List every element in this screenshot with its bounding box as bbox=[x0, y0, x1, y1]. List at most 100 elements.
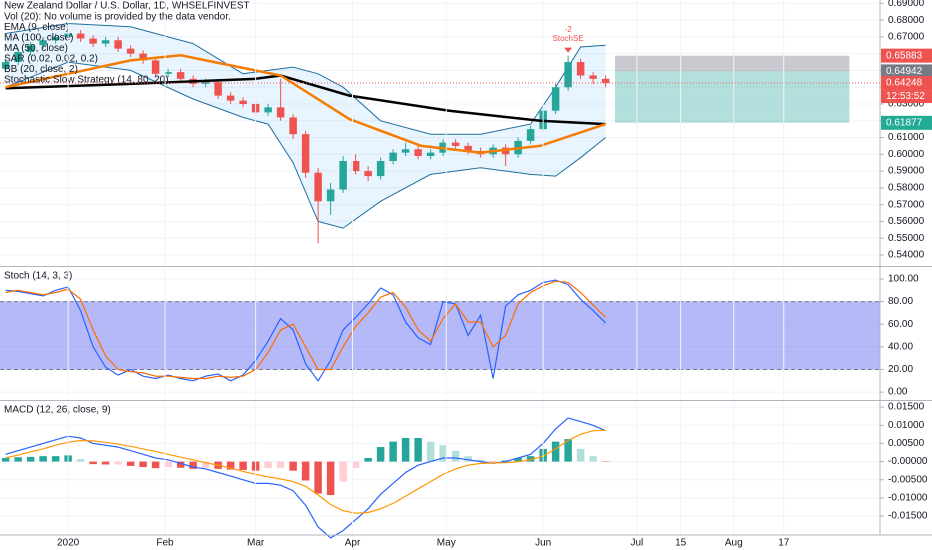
histogram-bar bbox=[89, 461, 97, 465]
y-tick-label: -0.00500 bbox=[888, 474, 928, 485]
candle-body bbox=[451, 142, 460, 146]
y-tick-label: 20.00 bbox=[888, 364, 913, 375]
histogram-bar bbox=[189, 461, 197, 469]
candle-body bbox=[201, 82, 210, 84]
countdown: 12:53:52 bbox=[886, 91, 925, 102]
histogram-bar bbox=[176, 461, 185, 468]
histogram-bar bbox=[51, 456, 60, 462]
x-tick-label: Feb bbox=[156, 538, 174, 549]
y-tick-label: 0.56000 bbox=[888, 216, 925, 227]
histogram-bar bbox=[14, 457, 22, 462]
x-tick-label: Mar bbox=[247, 538, 265, 549]
histogram-bar bbox=[326, 461, 335, 496]
price-label: 0.64942 bbox=[886, 66, 923, 77]
histogram-bar bbox=[114, 461, 122, 465]
y-tick-label: 80.00 bbox=[888, 296, 913, 307]
candle-body bbox=[114, 40, 122, 49]
moving-average bbox=[5, 54, 606, 154]
candle-body bbox=[276, 107, 285, 118]
candle-body bbox=[226, 95, 235, 101]
histogram-bar bbox=[139, 461, 147, 468]
candle-body bbox=[289, 117, 297, 135]
candle-body bbox=[426, 152, 435, 156]
histogram-bar bbox=[389, 441, 397, 462]
histogram-bar bbox=[314, 461, 322, 494]
candle-body bbox=[464, 145, 472, 151]
y-tick-label: 60.00 bbox=[888, 319, 913, 330]
indicator-legend: MA (100, close) bbox=[4, 33, 73, 44]
price-label: 0.61877 bbox=[886, 117, 923, 128]
y-tick-label: 0.69000 bbox=[888, 0, 925, 9]
candle-body bbox=[589, 75, 597, 79]
price-label-box bbox=[881, 115, 932, 130]
candle-body bbox=[314, 172, 322, 202]
signal-label: StochSE bbox=[553, 34, 584, 43]
candle-body bbox=[239, 100, 247, 104]
candle-body bbox=[76, 33, 85, 39]
candle-body bbox=[389, 152, 397, 162]
indicator-legend: BB (20, close, 2) bbox=[4, 64, 78, 75]
histogram-bar bbox=[339, 461, 347, 482]
histogram-bar bbox=[101, 461, 110, 465]
histogram-bar bbox=[351, 461, 360, 469]
y-tick-label: 0.67000 bbox=[888, 32, 925, 43]
histogram-bar bbox=[526, 456, 535, 462]
indicator-legend: SAR (0.02, 0.02, 0.2) bbox=[4, 54, 98, 65]
indicator-line bbox=[5, 279, 607, 382]
histogram-bar bbox=[226, 461, 235, 470]
y-tick-label: -0.01000 bbox=[888, 493, 928, 504]
y-tick-label: 0.60000 bbox=[888, 149, 925, 160]
x-tick-label: Apr bbox=[345, 538, 361, 549]
price-label: 0.65883 bbox=[886, 50, 923, 61]
chart-title: New Zealand Dollar / U.S. Dollar, 1D, WH… bbox=[4, 1, 250, 12]
x-tick-label: 15 bbox=[675, 538, 687, 549]
histogram-bar bbox=[276, 461, 285, 468]
y-tick-label: 0.63000 bbox=[888, 99, 925, 110]
y-tick-label: 40.00 bbox=[888, 341, 913, 352]
candle-body bbox=[214, 82, 222, 96]
price-label-box bbox=[881, 64, 932, 79]
histogram-bar bbox=[426, 441, 435, 462]
y-tick-label: 0.00500 bbox=[888, 438, 925, 449]
candle-body bbox=[101, 40, 110, 44]
candle-body bbox=[176, 72, 185, 79]
candle-body bbox=[14, 51, 22, 63]
y-tick-label: 0.00 bbox=[888, 387, 908, 398]
price-label-box bbox=[881, 48, 932, 63]
y-tick-label: -0.01500 bbox=[888, 511, 928, 522]
histogram-bar bbox=[164, 461, 172, 468]
y-tick-label: 0.58000 bbox=[888, 182, 925, 193]
histogram-bar bbox=[26, 456, 35, 462]
histogram-bar bbox=[551, 441, 560, 462]
x-tick-label: Jul bbox=[630, 538, 643, 549]
histogram-bar bbox=[439, 445, 447, 462]
histogram-bar bbox=[514, 457, 522, 462]
position-target bbox=[615, 55, 850, 72]
candle-body bbox=[364, 171, 372, 177]
indicator-line bbox=[5, 429, 606, 514]
moving-average bbox=[5, 74, 606, 126]
y-tick-label: 100.00 bbox=[888, 274, 919, 285]
histogram-bar bbox=[126, 461, 135, 466]
candle-body bbox=[601, 78, 610, 84]
countdown-box bbox=[881, 90, 932, 104]
y-tick-label: 0.54000 bbox=[888, 250, 925, 261]
histogram-bar bbox=[401, 437, 410, 462]
y-tick-label: 0.01500 bbox=[888, 402, 925, 413]
candle-body bbox=[551, 87, 560, 111]
signal-label: -2 bbox=[565, 25, 573, 34]
y-tick-label: 0.55000 bbox=[888, 233, 925, 244]
histogram-bar bbox=[376, 447, 385, 462]
candle-body bbox=[526, 129, 535, 141]
candle-body bbox=[139, 53, 147, 61]
histogram-bar bbox=[589, 456, 597, 462]
indicator-legend: Vol (20): No volume is provided by the d… bbox=[4, 12, 231, 23]
candle-body bbox=[339, 161, 347, 190]
pane-title: Stoch (14, 3, 3) bbox=[4, 271, 72, 282]
y-tick-label: 0.68000 bbox=[888, 15, 925, 26]
candle-body bbox=[301, 134, 310, 173]
position-stop bbox=[615, 71, 850, 123]
candle-body bbox=[89, 38, 97, 44]
y-tick-label: 0.61000 bbox=[888, 132, 925, 143]
